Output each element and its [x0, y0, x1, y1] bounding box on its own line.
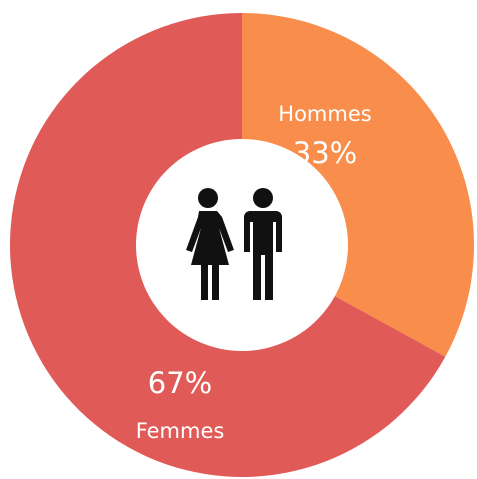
people-icon — [186, 188, 282, 300]
slice-value-label: 33% — [293, 136, 357, 170]
donut-hole — [136, 139, 348, 351]
slice-value-label: 67% — [148, 366, 212, 400]
slice-category-label: Femmes — [136, 419, 225, 443]
slice-category-label: Hommes — [278, 102, 371, 126]
